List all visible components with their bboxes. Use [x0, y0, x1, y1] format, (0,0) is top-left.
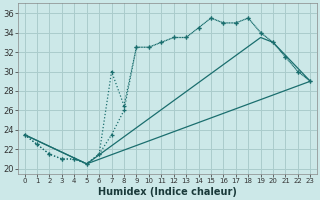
- X-axis label: Humidex (Indice chaleur): Humidex (Indice chaleur): [98, 187, 237, 197]
